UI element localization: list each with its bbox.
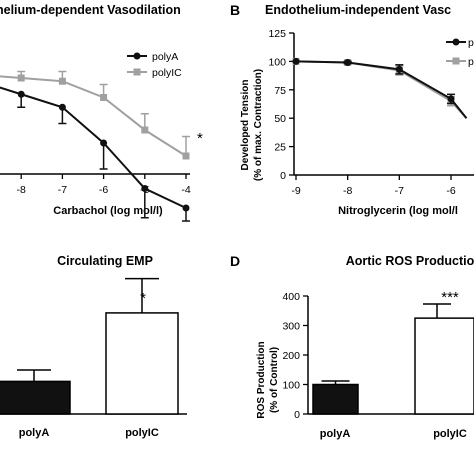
panel-d-bar-polyA: [312, 383, 359, 415]
panel-a-point-polyA: [17, 90, 25, 98]
panel-b-title: Endothelium-independent Vasc: [265, 3, 451, 17]
panel-b-ylabel: Developed Tension: [240, 80, 251, 171]
panel-a-point-polyIC: [182, 152, 190, 160]
panel-a: helium-dependent Vasodilation Carbachol …: [0, 3, 203, 222]
panel-d-y-tick-label: 400: [282, 291, 300, 303]
panel-a-point-polyA: [182, 204, 190, 212]
panel-c-bar-polyIC: [105, 312, 179, 415]
panel-b-y-tick-label: 125: [268, 28, 286, 40]
panel-d-ylabel-line2: (% of Control): [269, 347, 280, 413]
panel-b-x-tick-label: -9: [291, 185, 300, 197]
panel-b-point-polyA: [395, 65, 403, 73]
panel-c-bar-polyA: [0, 380, 71, 415]
panel-c-category-label: polyIC: [125, 427, 159, 439]
panel-a-legend-marker-polyA: [133, 52, 141, 60]
panel-a-point-polyA: [141, 185, 149, 192]
panel-c-category-label: polyA: [19, 427, 50, 439]
panel-b-point-polyA: [447, 95, 455, 103]
panel-d-y-tick-label: 200: [282, 350, 300, 362]
panel-b-y-tick-label: 50: [274, 113, 286, 125]
panel-a-legend-marker-polyIC: [133, 68, 141, 76]
panel-b-legend-label-polyIC: p: [468, 56, 474, 68]
panel-a-point-polyIC: [58, 77, 66, 85]
panel-a-point-polyIC: [141, 126, 149, 134]
panel-a-legend-label-polyIC: polyIC: [152, 67, 182, 79]
panel-a-point-polyIC: [100, 94, 108, 101]
panel-b-letter: B: [230, 2, 240, 18]
panel-a-x-tick-label: -8: [17, 184, 26, 196]
panel-d: D Aortic ROS Productio ROS Production (%…: [230, 253, 474, 440]
panel-d-letter: D: [230, 253, 240, 269]
panel-b-x-tick-label: -8: [343, 185, 352, 197]
panel-b-y-tick-label: 0: [280, 170, 286, 182]
panel-b-x-tick-label: -6: [446, 185, 455, 197]
panel-b-x-tick-label: -7: [395, 185, 404, 197]
panel-b-y-tick-label: 25: [274, 142, 286, 154]
panel-a-point-polyA: [100, 139, 108, 147]
panel-c-title: Circulating EMP: [57, 254, 153, 268]
panel-d-category-label: polyA: [320, 428, 351, 440]
panel-d-significance: ***: [441, 289, 459, 306]
panel-b-series-line-polyIC: [295, 60, 468, 119]
panel-d-y-tick-label: 0: [294, 409, 300, 421]
panel-b-plot-area: 0 25 50 75 100 125 -9 -8 -7 -6 pp: [268, 28, 474, 197]
panel-a-significance: *: [197, 130, 203, 147]
panel-a-xlabel: Carbachol (log mol/l): [53, 205, 163, 217]
panel-d-ylabel: ROS Production: [256, 341, 267, 418]
panel-d-y-tick-label: 300: [282, 321, 300, 333]
panel-d-title: Aortic ROS Productio: [346, 254, 474, 268]
panel-a-series-line-polyA: [0, 86, 187, 209]
panel-a-x-tick-label: -6: [99, 184, 108, 196]
panel-b-point-polyA: [344, 59, 352, 67]
panel-c: Circulating EMP * polyA polyIC: [0, 254, 187, 439]
panel-b-ylabel-line2: (% of max. Contraction): [253, 69, 264, 181]
panel-d-y-tick-label: 100: [282, 380, 300, 392]
panel-b-series-line-polyA: [295, 60, 468, 119]
panel-b-y-tick-label: 100: [268, 56, 286, 68]
panel-b-y-tick-label: 75: [274, 85, 286, 97]
panel-a-legend-label-polyA: polyA: [152, 51, 178, 63]
panel-c-significance: *: [140, 290, 146, 307]
panel-a-x-tick-label: -7: [58, 184, 67, 196]
panel-a-title: helium-dependent Vasodilation: [0, 3, 181, 17]
panel-b-legend-label-polyA: p: [468, 37, 474, 49]
panel-c-plot-area: polyA polyIC: [0, 277, 187, 439]
panel-b-legend-marker-polyA: [452, 38, 460, 46]
panel-a-x-tick-label: -4: [181, 184, 190, 196]
panel-d-category-label: polyIC: [433, 428, 467, 440]
panel-a-point-polyIC: [17, 74, 25, 82]
panel-b-point-polyA: [292, 57, 300, 65]
panel-d-bar-polyIC: [414, 317, 474, 415]
panel-b-xlabel: Nitroglycerin (log mol/l: [338, 205, 458, 217]
panel-b-legend-marker-polyIC: [452, 57, 460, 65]
panel-a-series-line-polyIC: [0, 75, 187, 157]
panel-a-point-polyA: [58, 103, 66, 111]
panel-b: B Endothelium-independent Vasc Developed…: [230, 2, 474, 217]
panel-d-plot-area: 0 100 200 300 400 polyA polyIC: [282, 291, 474, 440]
